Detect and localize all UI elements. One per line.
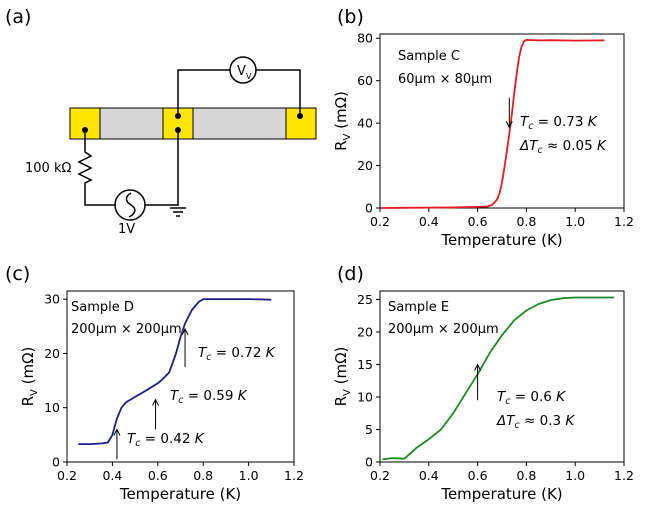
svg-text:V: V bbox=[246, 72, 252, 81]
y-tick-label: 20 bbox=[44, 346, 60, 361]
y-axis-label: RV (mΩ) bbox=[332, 91, 353, 151]
y-tick-label: 20 bbox=[357, 324, 373, 339]
plot-frame bbox=[379, 290, 625, 463]
sample-size: 60μm × 80μm bbox=[398, 72, 492, 87]
tc-annotation: Tc = 0.72 K bbox=[198, 345, 276, 363]
chart-panel-c: 0.2 0.4 0.6 0.8 1.0 1.2 0 10 20 30 Temperature (K)… bbox=[19, 290, 304, 503]
y-tick-label: 0 bbox=[365, 201, 373, 216]
chart-panel-b: 0.2 0.4 0.6 0.8 1.0 1.2 0 20 40 60 80 Temperature (… bbox=[332, 31, 634, 249]
y-axis-label: RV (mΩ) bbox=[19, 347, 40, 407]
x-tick-label: 1.2 bbox=[614, 468, 634, 483]
panel-label-d: (d) bbox=[337, 263, 364, 285]
circuit-wires bbox=[77, 69, 301, 217]
y-tick-label: 30 bbox=[44, 292, 60, 307]
x-tick-label: 0.6 bbox=[468, 468, 488, 483]
y-tick-label: 25 bbox=[357, 292, 373, 307]
x-tick-label: 1.2 bbox=[284, 468, 304, 483]
plot-frame bbox=[379, 33, 625, 209]
x-tick-label: 0.2 bbox=[370, 468, 390, 483]
sample-name: Sample E bbox=[388, 300, 449, 315]
x-tick-label: 0.6 bbox=[148, 468, 168, 483]
tc-arrow-head bbox=[152, 398, 159, 406]
x-tick-label: 1.0 bbox=[239, 468, 259, 483]
y-tick-label: 40 bbox=[357, 116, 373, 131]
sample-size: 200μm × 200μm bbox=[388, 322, 499, 337]
circuit-panel: (a) V V 100 kΩ 1V bbox=[5, 6, 317, 237]
x-axis-label: Temperature (K) bbox=[440, 485, 562, 503]
panel-label-c: (c) bbox=[5, 263, 30, 285]
y-tick-label: 15 bbox=[357, 357, 373, 372]
source-label: 1V bbox=[118, 222, 135, 237]
data-line bbox=[78, 298, 272, 446]
panel-label-a: (a) bbox=[5, 6, 31, 28]
panel-label-b: (b) bbox=[337, 6, 364, 28]
x-tick-label: 1.2 bbox=[614, 214, 634, 229]
tc-annotation: Tc = 0.42 K bbox=[127, 431, 205, 449]
tc-annotation: Tc = 0.73 K bbox=[520, 114, 598, 132]
tc-annotation: ΔTc ≈ 0.05 K bbox=[519, 138, 607, 156]
ac-source-icon bbox=[114, 189, 146, 221]
x-tick-label: 0.8 bbox=[193, 468, 213, 483]
sample-name: Sample C bbox=[398, 49, 460, 64]
y-tick-label: 10 bbox=[44, 400, 60, 415]
data-line bbox=[382, 296, 615, 461]
sample-name: Sample D bbox=[71, 300, 134, 315]
plot-frame bbox=[66, 290, 295, 463]
chart-panel-d: 0.2 0.4 0.6 0.8 1.0 1.2 0 5 10 15 20 25 Temperature … bbox=[332, 290, 634, 503]
voltmeter: V V bbox=[229, 56, 257, 84]
x-axis-label: Temperature (K) bbox=[440, 231, 562, 249]
tc-annotation: Tc = 0.59 K bbox=[170, 388, 248, 406]
tc-annotation: ΔTc ≈ 0.3 K bbox=[496, 413, 575, 431]
y-tick-label: 80 bbox=[357, 31, 373, 46]
resistor-label: 100 kΩ bbox=[25, 161, 71, 176]
x-tick-label: 0.6 bbox=[468, 214, 488, 229]
tc-arrow-head bbox=[113, 428, 121, 436]
svg-text:V: V bbox=[237, 64, 246, 79]
x-tick-label: 0.4 bbox=[419, 468, 439, 483]
tc-arrow-head bbox=[181, 327, 189, 336]
x-tick-label: 1.0 bbox=[565, 468, 585, 483]
sample-size: 200μm × 200μm bbox=[71, 322, 182, 337]
y-tick-label: 0 bbox=[365, 455, 373, 470]
x-tick-label: 0.2 bbox=[57, 468, 77, 483]
contact-pad-right bbox=[285, 107, 317, 140]
y-axis-label: RV (mΩ) bbox=[332, 347, 353, 407]
x-tick-label: 0.4 bbox=[419, 214, 439, 229]
x-tick-label: 1.0 bbox=[565, 214, 585, 229]
y-tick-label: 60 bbox=[357, 73, 373, 88]
x-axis-label: Temperature (K) bbox=[119, 485, 241, 503]
data-line bbox=[382, 39, 605, 209]
tc-annotation: Tc = 0.6 K bbox=[497, 389, 566, 407]
x-tick-label: 0.2 bbox=[370, 214, 390, 229]
tc-arrow-head bbox=[474, 363, 482, 371]
y-tick-label: 20 bbox=[357, 158, 373, 173]
y-tick-label: 10 bbox=[357, 389, 373, 404]
x-tick-label: 0.8 bbox=[516, 468, 536, 483]
y-tick-label: 5 bbox=[365, 422, 373, 437]
x-tick-label: 0.8 bbox=[516, 214, 536, 229]
tc-arrow-head bbox=[505, 121, 513, 129]
x-tick-label: 0.4 bbox=[102, 468, 122, 483]
y-tick-label: 0 bbox=[52, 455, 60, 470]
